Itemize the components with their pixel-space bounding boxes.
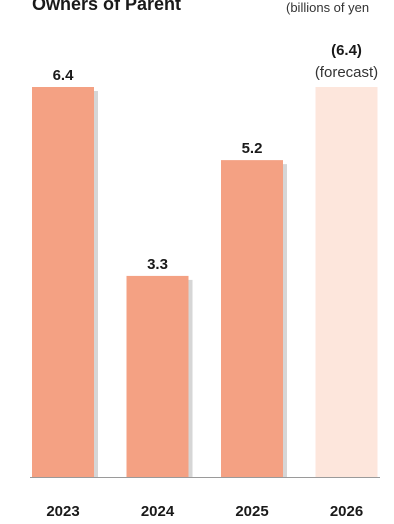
value-label-2026: (6.4) (331, 42, 362, 59)
value-label-2024: 3.3 (147, 256, 168, 273)
unit-label: (billions of yen (286, 0, 370, 15)
x-tick-label-2026: 2026 (330, 503, 363, 520)
x-tick-label-2025: 2025 (235, 503, 268, 520)
bar-2026 (315, 87, 378, 477)
chart-title: Owners of Parent (32, 0, 182, 14)
bar-2024 (126, 275, 189, 477)
x-tick-label-2024: 2024 (141, 503, 175, 520)
value-label-2025: 5.2 (242, 140, 263, 157)
bar-2025 (221, 160, 283, 477)
bar-2023 (32, 87, 94, 477)
forecast-note: (forecast) (315, 64, 378, 81)
value-label-2023: 6.4 (53, 67, 75, 84)
x-tick-label-2023: 2023 (46, 503, 79, 520)
